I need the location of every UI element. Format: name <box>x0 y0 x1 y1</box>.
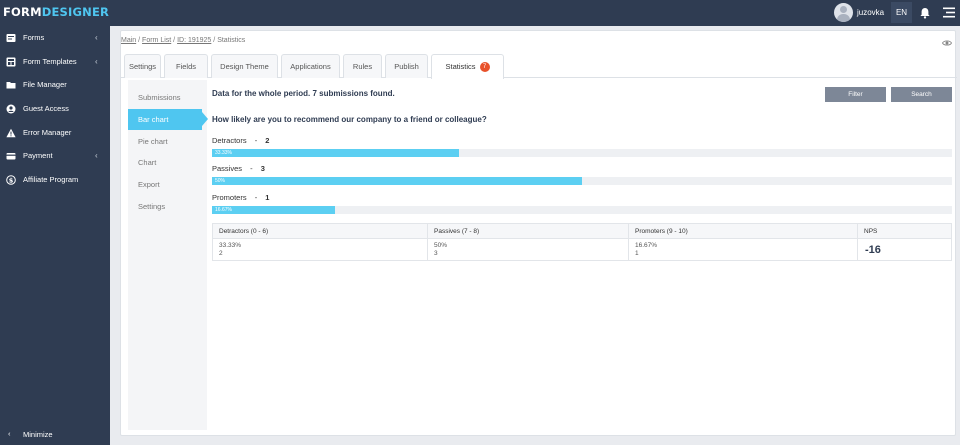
bar-label-promoters: Promoters - 1 <box>212 193 270 202</box>
content-card: Main / Form List / ID: 191925 / Statisti… <box>120 30 957 436</box>
bar-count-detractors: 2 <box>265 136 270 145</box>
file-manager-icon <box>6 82 16 89</box>
sidebar-item-payment[interactable]: Payment ‹ <box>0 147 110 165</box>
tab-applications[interactable]: Applications <box>281 54 340 78</box>
chevron-left-icon: ‹ <box>8 429 11 438</box>
chevron-left-icon: ‹ <box>95 33 98 42</box>
submenu-chart[interactable]: Chart <box>138 158 157 167</box>
question-title: How likely are you to recommend our comp… <box>212 115 487 124</box>
submenu-export[interactable]: Export <box>138 180 160 189</box>
submenu-submissions[interactable]: Submissions <box>138 93 181 102</box>
username[interactable]: juzovka <box>857 8 885 17</box>
top-bar: FORMDESIGNER juzovka EN <box>0 0 960 26</box>
bar-label-passives: Passives - 3 <box>212 164 265 173</box>
chevron-left-icon: ‹ <box>95 151 98 160</box>
language-switcher[interactable]: EN <box>891 2 912 23</box>
tab-statistics[interactable]: Statistics 7 <box>431 54 504 79</box>
statistics-submenu: Submissions Bar chart Pie chart Chart Ex… <box>128 80 208 430</box>
nps-col-detractors: Detractors (0 - 6) 33.33% 2 <box>213 224 428 260</box>
submenu-bar-chart[interactable]: Bar chart <box>128 109 208 130</box>
menu-icon[interactable] <box>943 7 955 18</box>
submenu-pie-chart[interactable]: Pie chart <box>138 137 168 146</box>
bar-track-detractors: 33.33% <box>212 149 952 157</box>
sidebar-item-form-templates[interactable]: Form Templates ‹ <box>0 53 110 71</box>
forms-icon <box>6 34 16 42</box>
warning-icon <box>6 128 16 138</box>
breadcrumb-current: Statistics <box>217 37 246 44</box>
tab-publish[interactable]: Publish <box>385 54 428 78</box>
sidebar-item-file-manager[interactable]: File Manager <box>0 76 110 94</box>
tab-bar: Settings Fields Design Theme Application… <box>121 54 957 79</box>
submenu-settings[interactable]: Settings <box>138 202 166 211</box>
tab-fields[interactable]: Fields <box>164 54 208 78</box>
nps-score: -16 <box>865 244 881 256</box>
sidebar-item-forms[interactable]: Forms ‹ <box>0 29 110 47</box>
bar-passives: 50% <box>212 177 582 185</box>
bar-track-promoters: 16.67% <box>212 206 952 214</box>
bar-promoters: 16.67% <box>212 206 335 214</box>
tab-settings[interactable]: Settings <box>124 54 161 78</box>
tab-design-theme[interactable]: Design Theme <box>211 54 278 78</box>
svg-text:$: $ <box>9 176 14 184</box>
app-logo[interactable]: FORMDESIGNER <box>3 5 110 19</box>
active-arrow <box>202 112 208 126</box>
breadcrumb-main[interactable]: Main <box>121 37 137 44</box>
nps-col-promoters: Promoters (9 - 10) 16.67% 1 <box>629 224 858 260</box>
nps-col-passives: Passives (7 - 8) 50% 3 <box>428 224 629 260</box>
sidebar: Forms ‹ Form Templates ‹ File Manager Gu… <box>0 26 110 445</box>
bar-count-passives: 3 <box>260 164 265 173</box>
minimize-button[interactable]: ‹ Minimize <box>8 429 53 439</box>
chevron-left-icon: ‹ <box>95 57 98 66</box>
breadcrumb-form-id[interactable]: ID: 191925 <box>177 37 212 44</box>
sidebar-item-affiliate-program[interactable]: $ Affiliate Program <box>0 171 110 189</box>
bar-percent-promoters: 16.67% <box>215 207 232 213</box>
guest-access-icon <box>6 104 16 114</box>
nps-table-header <box>213 224 951 239</box>
payment-icon <box>6 153 16 160</box>
breadcrumb-form-list[interactable]: Form List <box>142 37 172 44</box>
bar-percent-passives: 50% <box>215 178 226 184</box>
bell-icon[interactable] <box>919 7 931 19</box>
search-button[interactable]: Search <box>891 87 952 102</box>
breadcrumb: Main / Form List / ID: 191925 / Statisti… <box>121 37 246 44</box>
sidebar-item-error-manager[interactable]: Error Manager <box>0 124 110 142</box>
bar-label-detractors: Detractors - 2 <box>212 136 270 145</box>
bar-detractors: 33.33% <box>212 149 459 157</box>
avatar[interactable] <box>834 3 853 22</box>
eye-icon[interactable] <box>942 38 952 48</box>
nps-col-score: NPS -16 <box>864 228 881 256</box>
statistics-count-badge: 7 <box>479 62 490 72</box>
nps-table: Detractors (0 - 6) 33.33% 2 Passives (7 … <box>212 223 952 261</box>
bar-track-passives: 50% <box>212 177 952 185</box>
submissions-summary: Data for the whole period. 7 submissions… <box>212 89 395 98</box>
filter-button[interactable]: Filter <box>825 87 886 102</box>
sidebar-item-guest-access[interactable]: Guest Access <box>0 100 110 118</box>
bar-percent-detractors: 33.33% <box>215 150 232 156</box>
dollar-icon: $ <box>6 175 16 185</box>
templates-icon <box>6 57 16 67</box>
tab-rules[interactable]: Rules <box>343 54 382 78</box>
bar-count-promoters: 1 <box>265 193 270 202</box>
